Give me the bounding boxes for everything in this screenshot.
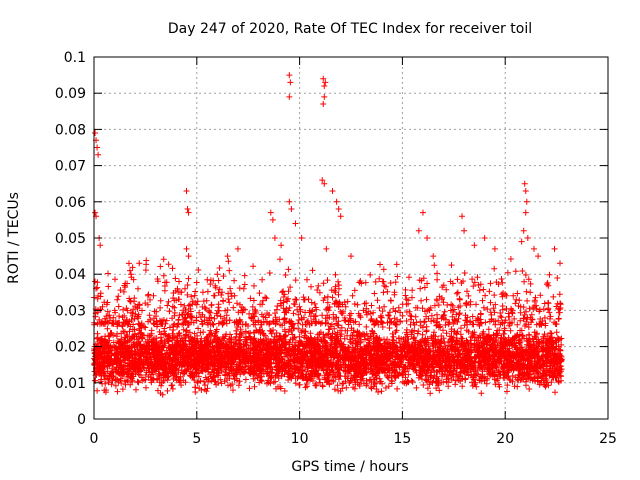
roti-point (94, 144, 101, 151)
roti-point (521, 180, 528, 187)
roti-point (535, 253, 542, 260)
y-tick-label: 0.05 (55, 231, 86, 247)
roti-point (424, 235, 431, 241)
roti-point (267, 209, 274, 216)
axis-ticks: 0 0.01 0.02 0.03 0.04 0.05 0.06 0.07 0.08 0.09 0.1… (55, 50, 617, 447)
roti-point (185, 253, 192, 260)
roti-point (415, 227, 422, 234)
roti-point (184, 206, 191, 213)
roti-point-cloud (91, 256, 565, 398)
roti-point (214, 271, 221, 278)
roti-point (320, 101, 327, 108)
roti-point (333, 198, 340, 205)
roti-point (126, 267, 133, 274)
roti-point (185, 209, 192, 216)
roti-point (321, 93, 328, 100)
x-tick-label: 15 (393, 431, 411, 447)
y-tick-label: 0.09 (55, 86, 86, 102)
roti-point (269, 216, 276, 223)
roti-point (321, 180, 328, 187)
roti-point (271, 235, 278, 241)
chart-title: Day 247 of 2020, Rate Of TEC Index for r… (168, 21, 532, 37)
x-tick-label: 10 (291, 431, 309, 447)
roti-point (524, 235, 531, 241)
roti-point (348, 253, 354, 260)
roti-point (518, 238, 525, 245)
roti-point (92, 130, 99, 137)
y-axis-label: ROTI / TECUs (6, 192, 22, 284)
roti-point (298, 235, 305, 241)
x-tick-label: 20 (496, 431, 514, 447)
roti-point (234, 245, 241, 252)
roti-point (321, 82, 328, 89)
roti-point (286, 198, 293, 205)
roti-point (335, 206, 342, 213)
roti-point (97, 242, 104, 249)
roti-point (523, 198, 530, 205)
roti-point (128, 271, 135, 278)
roti-point (491, 245, 498, 252)
roti-point (419, 209, 426, 216)
roti-point (481, 235, 488, 241)
y-tick-label: 0.02 (55, 340, 86, 356)
roti-point (329, 187, 336, 194)
roti-point (286, 72, 293, 79)
roti-point (337, 213, 344, 220)
data-points (91, 72, 565, 398)
x-tick-label: 0 (90, 431, 99, 447)
x-tick-label: 25 (599, 431, 617, 447)
roti-point (320, 75, 327, 82)
roti-point (459, 213, 466, 220)
y-tick-label: 0.01 (55, 376, 86, 392)
roti-point (278, 242, 285, 249)
roti-point (471, 242, 478, 249)
roti-point (183, 245, 190, 252)
roti-point (286, 93, 293, 100)
roti-point (92, 209, 99, 216)
y-tick-label: 0.1 (64, 50, 86, 66)
roti-point (323, 245, 330, 252)
roti-point (95, 292, 102, 299)
roti-point (522, 187, 529, 194)
roti-point (288, 206, 295, 213)
roti-point (287, 79, 294, 86)
y-tick-label: 0.04 (55, 267, 86, 283)
roti-point (461, 227, 468, 234)
roti-point (319, 177, 326, 184)
roti-point (95, 151, 102, 158)
roti-point (522, 209, 529, 216)
x-axis-label: GPS time / hours (291, 459, 408, 475)
roti-point (224, 253, 231, 260)
y-tick-label: 0.06 (55, 195, 86, 211)
x-tick-label: 5 (192, 431, 201, 447)
roti-point (125, 260, 132, 267)
roti-point (530, 245, 537, 252)
roti-point (92, 278, 99, 285)
roti-point (199, 289, 206, 296)
y-tick-label: 0.07 (55, 159, 86, 175)
y-tick-label: 0 (77, 412, 86, 428)
y-tick-label: 0.03 (55, 303, 86, 319)
roti-point (322, 79, 329, 86)
roti-point (520, 227, 527, 234)
roti-point (430, 253, 437, 260)
roti-point (551, 245, 558, 252)
roti-point (292, 220, 299, 227)
roti-point (183, 187, 190, 194)
y-tick-label: 0.08 (55, 122, 86, 138)
